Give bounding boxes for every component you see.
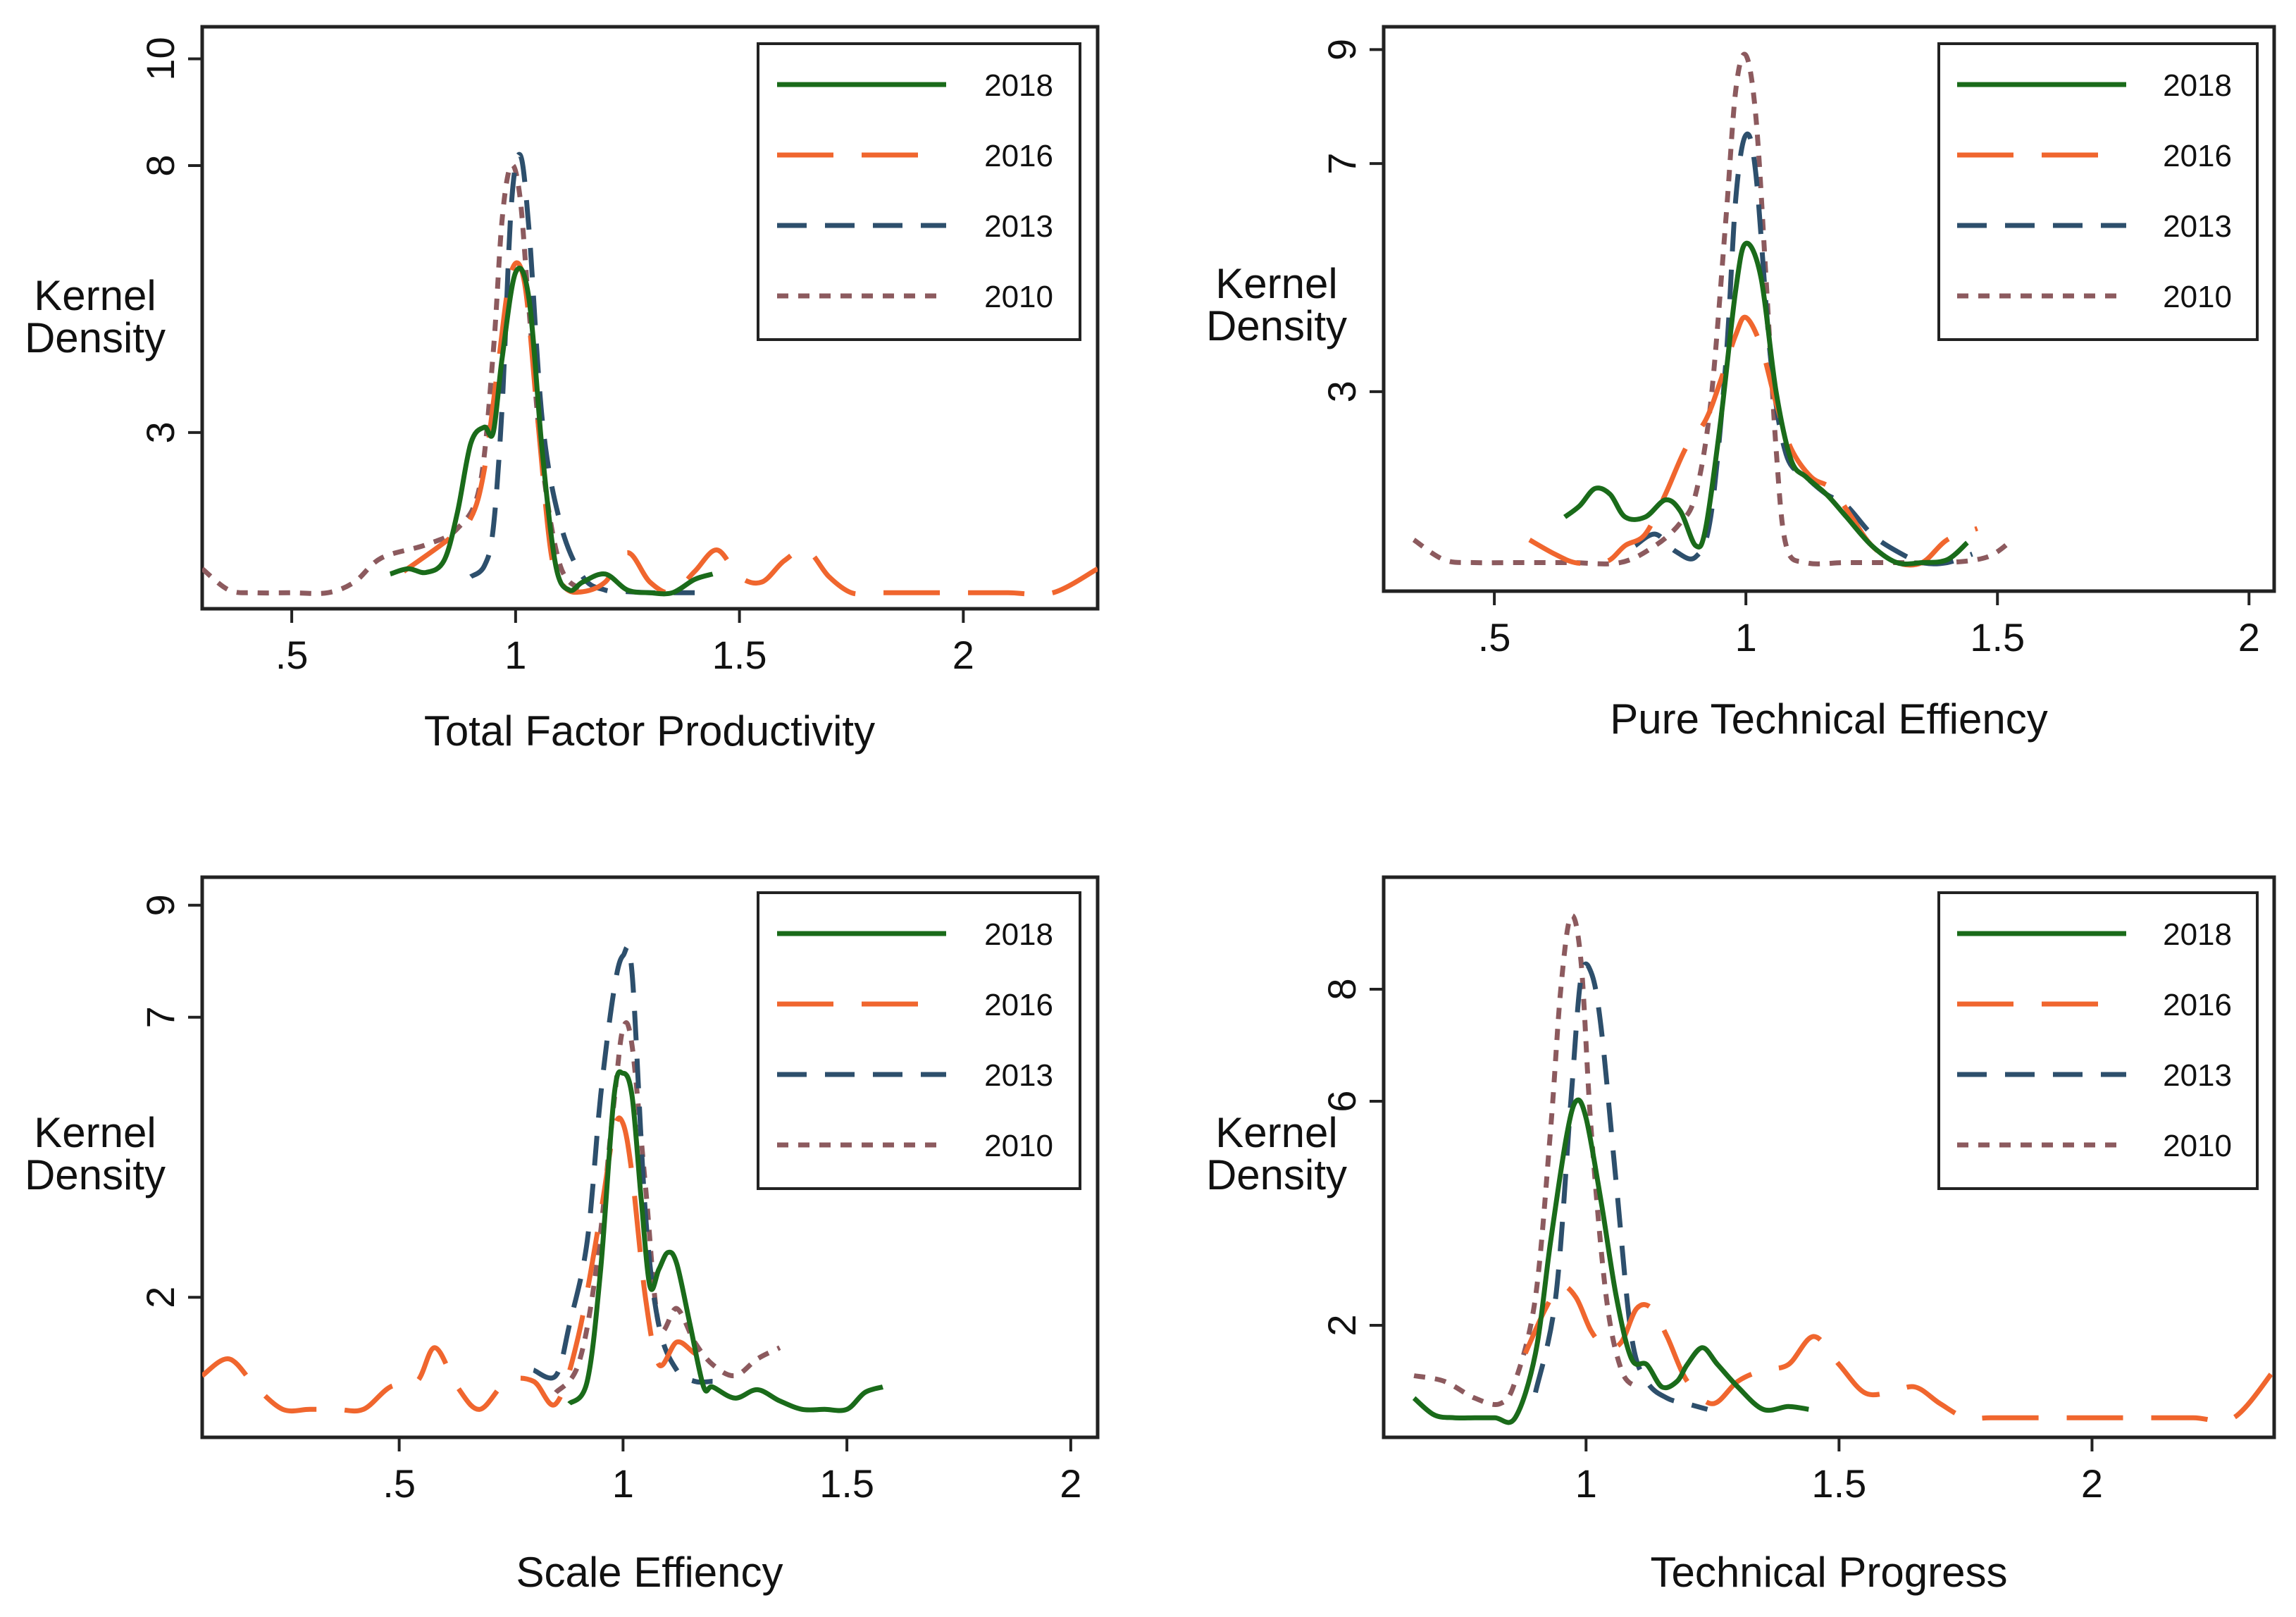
series-line-2018 (567, 1069, 884, 1413)
y-axis-title-line-1: Kernel (34, 1109, 156, 1156)
legend-label-2010: 2010 (984, 1129, 1053, 1163)
x-axis-title: Pure Technical Effiency (1610, 695, 2047, 743)
legend-label-2013: 2013 (2163, 209, 2232, 244)
legend-label-2018: 2018 (984, 68, 1053, 103)
x-tick-label: 1.5 (1811, 1461, 1866, 1506)
series-line-2016 (202, 1115, 714, 1414)
series-lines (1412, 51, 2014, 568)
legend: 2018 2016 2013 2010 (1937, 42, 2259, 341)
panel-total-factor-productivity: 3 8 10 .5 1 1.5 2 Kernel Density Total Factor… (25, 25, 1100, 755)
y-tick-label: 7 (1320, 153, 1364, 175)
series-lines (1412, 912, 2274, 1425)
x-tick-label: 1.5 (1970, 615, 2025, 659)
y-tick-label: 2 (1320, 1314, 1364, 1336)
series-line-2018 (389, 266, 714, 597)
x-axis-ticks: .5 1 1.5 2 (383, 1437, 1081, 1506)
y-tick-label: 9 (1320, 39, 1364, 61)
legend: 2018 2016 2013 2010 (757, 42, 1081, 341)
series-line-2010 (1413, 912, 1639, 1407)
x-tick-label: .5 (1478, 615, 1511, 659)
panel-pure-technical-effiency: 3 7 9 .5 1 1.5 2 Kernel Density Pure Technica… (1206, 25, 2276, 743)
legend-label-2010: 2010 (2163, 280, 2232, 314)
legend-label-2013: 2013 (2163, 1058, 2232, 1093)
y-tick-label: 2 (138, 1287, 182, 1308)
series-lines (202, 151, 1098, 597)
y-tick-label: 9 (138, 894, 182, 916)
legend-label-2018: 2018 (2163, 68, 2232, 103)
x-axis-ticks: .5 1 1.5 2 (1478, 591, 2260, 659)
y-axis-ticks: 2 7 9 (138, 894, 202, 1308)
x-axis-title: Total Factor Productivity (424, 707, 875, 755)
legend-label-2016: 2016 (2163, 988, 2232, 1022)
y-axis-title-line-2: Density (25, 1151, 166, 1198)
legend-label-2010: 2010 (984, 280, 1053, 314)
legend-label-2018: 2018 (2163, 917, 2232, 952)
x-tick-label: 1.5 (712, 633, 767, 677)
panel-scale-effiency: 2 7 9 .5 1 1.5 2 Kernel Density Scale Effienc… (25, 875, 1100, 1596)
legend-box (757, 42, 1081, 341)
legend-box (1937, 42, 2259, 341)
series-lines (202, 944, 884, 1414)
y-axis-title-line-1: Kernel (1215, 1109, 1337, 1156)
y-tick-label: 7 (138, 1006, 182, 1028)
x-tick-label: 1 (1735, 615, 1757, 659)
x-tick-label: .5 (275, 633, 309, 677)
x-tick-label: 1 (1575, 1461, 1597, 1506)
series-line-2013 (1634, 131, 1973, 566)
x-axis-ticks: 1 1.5 2 (1575, 1437, 2103, 1506)
legend-box (757, 891, 1081, 1190)
y-axis-title-line-2: Density (25, 314, 166, 361)
legend-label-2016: 2016 (984, 139, 1053, 173)
x-axis-ticks: .5 1 1.5 2 (275, 609, 974, 677)
panel-technical-progress: 268 1 1.5 2 Kernel Density Technical Progr… (1206, 875, 2276, 1596)
y-tick-label: 8 (1320, 978, 1364, 1000)
series-line-2013 (532, 944, 713, 1385)
y-tick-label: 3 (138, 421, 182, 443)
series-line-2016 (402, 260, 1098, 597)
series-line-2010 (554, 1020, 781, 1394)
x-tick-label: 2 (952, 633, 974, 677)
y-tick-label: 3 (1320, 380, 1364, 402)
y-tick-label: 8 (138, 154, 182, 176)
legend-box (1937, 891, 2259, 1190)
legend: 2018 2016 2013 2010 (1937, 891, 2259, 1190)
legend-label-2016: 2016 (984, 988, 1053, 1022)
x-axis-title: Technical Progress (1651, 1549, 2008, 1596)
y-axis-title-line-1: Kernel (1215, 260, 1337, 307)
x-tick-label: 1.5 (819, 1461, 874, 1506)
series-line-2018 (1412, 1097, 1809, 1425)
y-axis-title-line-2: Density (1206, 302, 1347, 349)
y-tick-label: 10 (138, 37, 182, 80)
x-tick-label: 2 (1060, 1461, 1081, 1506)
legend: 2018 2016 2013 2010 (757, 891, 1081, 1190)
legend-label-2013: 2013 (984, 209, 1053, 244)
series-line-2018 (1563, 240, 1969, 566)
y-tick-label: 6 (1320, 1090, 1364, 1112)
y-axis-ticks: 3 7 9 (1320, 39, 1384, 402)
x-tick-label: 1 (612, 1461, 634, 1506)
x-tick-label: 2 (2238, 615, 2260, 659)
legend-label-2013: 2013 (984, 1058, 1053, 1093)
x-axis-title: Scale Effiency (516, 1549, 783, 1596)
x-tick-label: 2 (2081, 1461, 2103, 1506)
y-axis-ticks: 3 8 10 (138, 37, 202, 444)
y-axis-ticks: 2 6 8 (1320, 978, 1384, 1337)
y-axis-title-line-2: Density (1206, 1151, 1347, 1198)
series-line-2016 (1522, 1283, 2274, 1424)
x-tick-label: 1 (504, 633, 526, 677)
legend-label-2016: 2016 (2163, 139, 2232, 173)
series-line-2013 (1533, 961, 1708, 1412)
x-tick-label: .5 (383, 1461, 416, 1506)
legend-label-2010: 2010 (2163, 1129, 2232, 1163)
y-axis-title-line-1: Kernel (34, 272, 156, 319)
legend-label-2018: 2018 (984, 917, 1053, 952)
